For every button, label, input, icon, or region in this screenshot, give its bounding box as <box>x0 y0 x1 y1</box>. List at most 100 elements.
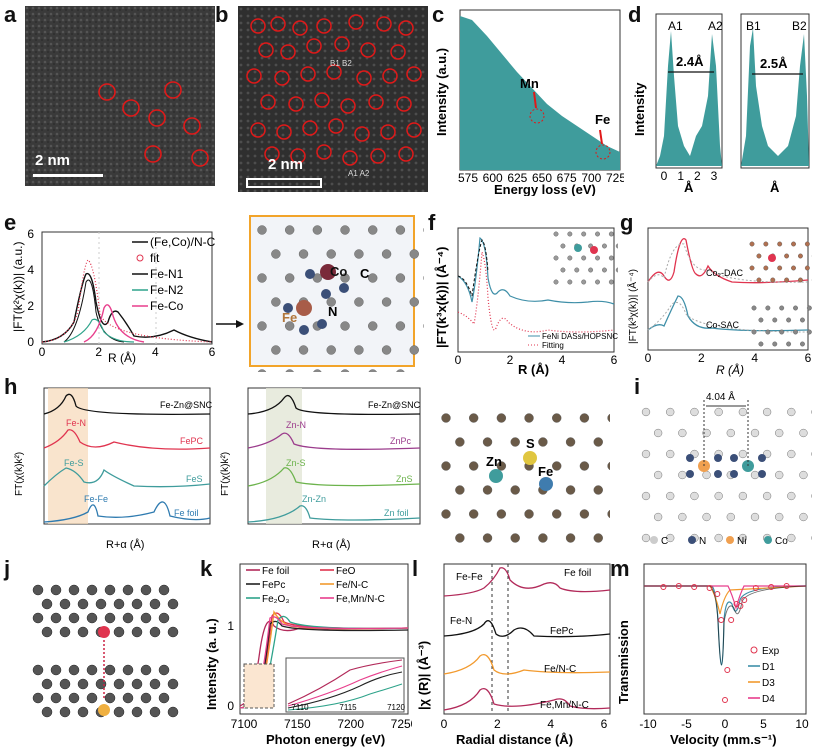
panel-e-carbon-atom <box>271 345 281 355</box>
panel-f-inset-atom <box>553 279 559 285</box>
panel-e-carbon-atom <box>257 225 267 235</box>
panel-c-fe: Fe <box>595 112 610 127</box>
panel-b-atom-marker <box>396 96 412 112</box>
panel-h-carbon-atom <box>593 485 603 495</box>
panel-e-carbon-atom <box>340 273 350 283</box>
panel-l-labels: Fe-Fe Fe foil Fe-N FePc Fe/N-C Fe,Mn/N-C <box>450 568 591 711</box>
panel-j-carbon-atom <box>32 664 44 676</box>
panel-i-n-atom <box>758 454 766 462</box>
panel-e-carbon-atom <box>340 321 350 331</box>
panel-f-inset-atom <box>567 255 573 261</box>
panel-b-atom-marker <box>270 16 286 32</box>
panel-h-carbon-atom <box>579 509 590 519</box>
panel-i-carbon-atom <box>775 470 784 480</box>
panel-d-left-x-tick: 1 <box>677 169 684 183</box>
panel-j-carbon-atom <box>41 598 53 610</box>
panel-i-carbon-atom <box>799 428 808 438</box>
panel-g-dac-atom <box>784 277 790 283</box>
panel-m-x-tick: -5 <box>681 717 692 731</box>
panel-h-carbon-atom <box>482 485 493 495</box>
panel-e-carbon-atom <box>298 345 309 355</box>
panel-f-inset-atom <box>595 279 600 285</box>
panel-b-atom-marker <box>280 44 296 60</box>
panel-j-carbon-atom <box>113 678 125 690</box>
panel-d-right: B1 B2 2.5Å Å <box>740 13 810 195</box>
panel-i-n-atom <box>714 470 722 478</box>
panel-d-xlabel-left: Å <box>684 180 694 195</box>
panel-i-carbon-atom <box>750 512 760 522</box>
panel-i-carbon-atom <box>775 512 784 522</box>
panel-c-x-tick: 575 <box>458 171 478 185</box>
panel-f-inset-atom <box>567 231 573 237</box>
panel-j-carbon-atom <box>77 678 89 690</box>
panel-h-xlabel-right: R+α (Å) <box>312 538 350 551</box>
panel-h-carbon-atom <box>552 413 562 423</box>
panel-l-x-tick: 0 <box>441 717 448 731</box>
panel-b-atom-marker <box>342 150 358 166</box>
panel-a-overlay <box>25 6 215 186</box>
panel-h-ylabel-left: FT(χ(k)k²) <box>14 452 25 496</box>
svg-text:Ni: Ni <box>737 536 746 547</box>
svg-text:Fe: Fe <box>538 464 553 479</box>
panel-e-x-tick: 2 <box>95 345 102 359</box>
panel-e-co: Co <box>330 264 347 279</box>
panel-m-legend: Exp D1 D3 D4 <box>748 646 780 705</box>
svg-text:Fe foil: Fe foil <box>262 566 289 577</box>
panel-b-atom-marker <box>250 18 266 34</box>
panel-k-x-tick: 7150 <box>284 717 311 731</box>
panel-i-carbon-atom <box>641 449 651 459</box>
panel-g-sac-atom <box>786 317 792 323</box>
panel-j-carbon-atom <box>149 598 161 610</box>
panel-e-carbon-atom <box>271 297 281 307</box>
panel-label-e: e <box>4 210 17 235</box>
panel-b-atom-marker <box>316 18 332 34</box>
panel-i-carbon-atom <box>799 512 808 522</box>
panel-i-carbon-atom <box>666 491 675 501</box>
panel-f-inset-atom <box>560 243 566 249</box>
panel-i-carbon-atom <box>678 470 687 480</box>
panel-g-sac-atom <box>800 341 805 347</box>
panel-i-carbon-atom <box>666 449 675 459</box>
panel-f-inset-atom <box>615 243 618 249</box>
panel-g-dac-atom <box>749 241 755 247</box>
panel-e-carbon-atom <box>326 249 336 259</box>
panel-j-carbon-atom <box>122 612 134 624</box>
panel-b-atom-marker <box>328 118 344 134</box>
panel-e-n-atom <box>321 289 331 299</box>
panel-h: Fe-Zn@SNC FePC FeS Fe foil Fe-N Fe-S Fe-… <box>14 387 421 551</box>
panel-g-dac-atom <box>763 241 769 247</box>
panel-h-carbon-atom <box>510 485 520 495</box>
svg-text:Exp: Exp <box>762 646 780 657</box>
panel-g-sac-atom <box>751 305 757 311</box>
svg-text:Fe/N-C: Fe/N-C <box>336 580 368 591</box>
panel-e-carbon-atom <box>395 321 406 331</box>
panel-g-ylabel: |FT(k³χ(k))| (Å⁻⁴) <box>626 269 639 344</box>
panel-e-y-tick: 6 <box>27 227 34 241</box>
panel-i-carbon-atom <box>787 449 796 459</box>
panel-f-fe-atom <box>574 244 582 252</box>
panel-f-inset-atom <box>553 255 559 261</box>
panel-b-atom-marker <box>348 14 364 30</box>
panel-j-carbon-atom <box>59 706 71 718</box>
panel-h-carbon-atom <box>552 509 562 519</box>
panel-i-carbon-atom <box>666 533 675 543</box>
svg-text:C: C <box>661 536 668 547</box>
panel-j-carbon-atom <box>32 584 44 596</box>
panel-b-micrograph: B1 B2 A1 A2 2 nm <box>238 6 428 192</box>
panel-j-metal-atom-top <box>98 626 110 638</box>
svg-text:ZnPc: ZnPc <box>390 436 412 446</box>
panel-i-carbon-atom <box>666 407 675 417</box>
panel-f-x-tick: 6 <box>611 353 618 367</box>
panel-j-carbon-atom <box>149 706 161 718</box>
panel-i-n-atom <box>714 454 722 462</box>
panel-g-dac-atom <box>798 277 803 283</box>
panel-b-atom-marker <box>276 124 292 140</box>
panel-i-carbon-atom <box>750 428 760 438</box>
panel-i-carbon-atom <box>738 491 747 501</box>
panel-k: 7110 7115 7120 Fe foil FeO FePc Fe/N-C Fe₂… <box>204 563 412 747</box>
panel-j-carbon-atom <box>158 612 170 624</box>
panel-g-sac-atom <box>806 329 812 335</box>
panel-e-carbon-atom <box>298 249 309 259</box>
panel-i-distance: 4.04 Å <box>706 390 735 403</box>
